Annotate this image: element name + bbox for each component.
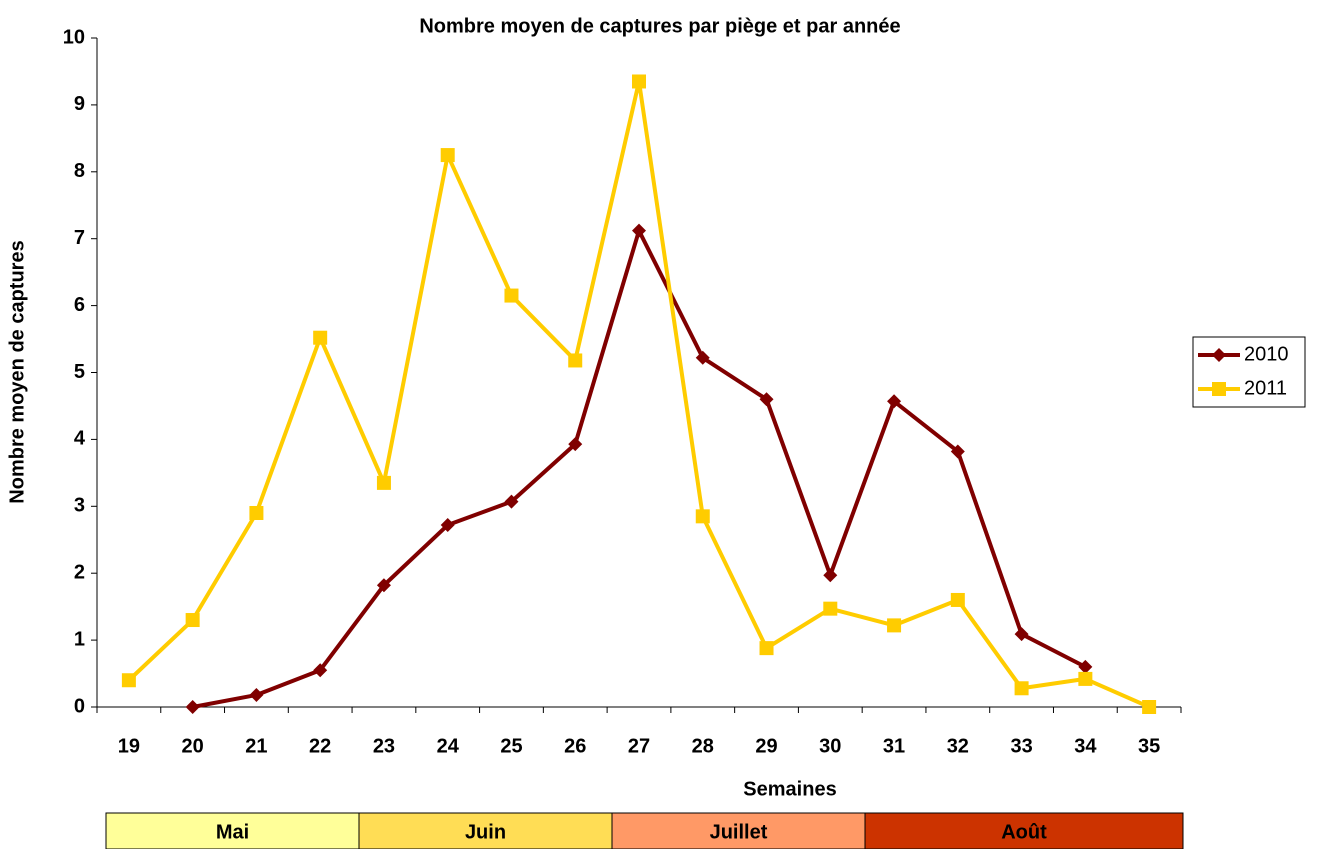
point [759, 392, 774, 407]
series-line [127, 79, 1150, 709]
x-tick-label: 20 [182, 735, 204, 757]
point [376, 475, 391, 490]
y-tick-label: 1 [74, 628, 85, 650]
x-tick-label: 31 [883, 735, 905, 757]
month-label: Juillet [710, 821, 768, 843]
x-tick-label: 22 [309, 735, 331, 757]
point [695, 509, 710, 524]
x-tick-label: 32 [947, 735, 969, 757]
x-tick-label: 28 [692, 735, 714, 757]
point [313, 663, 328, 678]
point [887, 394, 902, 409]
legend-marker [1212, 382, 1226, 396]
point [185, 613, 200, 628]
y-tick-label: 3 [74, 495, 85, 517]
point [249, 687, 264, 702]
point [632, 223, 646, 238]
point [1014, 627, 1029, 642]
y-tick-label: 6 [74, 294, 85, 316]
y-tick-label: 8 [74, 160, 85, 182]
x-tick-label: 23 [373, 735, 395, 757]
month-cell [864, 812, 1184, 849]
month-cell [358, 812, 613, 849]
point [1078, 659, 1093, 674]
y-tick-label: 4 [74, 428, 86, 450]
point [887, 618, 902, 633]
legend-label: 2011 [1244, 377, 1287, 399]
point [440, 148, 455, 163]
point [504, 288, 519, 303]
x-tick-label: 21 [245, 735, 267, 757]
point [568, 353, 583, 368]
point [504, 494, 519, 509]
series-line [192, 228, 1087, 709]
x-tick-label: 25 [500, 735, 522, 757]
x-tick-label: 26 [564, 735, 586, 757]
chart-title: Nombre moyen de captures par piège et pa… [419, 15, 900, 37]
point [568, 437, 583, 452]
point [950, 592, 965, 607]
x-tick-label: 35 [1138, 735, 1160, 757]
x-tick-label: 24 [437, 735, 460, 757]
point [249, 505, 264, 520]
month-cell [611, 812, 866, 849]
x-tick-label: 19 [118, 735, 140, 757]
x-axis-label: Semaines [743, 778, 836, 800]
point [1014, 681, 1029, 696]
legend-box [1192, 336, 1306, 408]
legend-label: 2010 [1244, 343, 1289, 365]
point [440, 518, 455, 533]
legend-marker [1212, 348, 1226, 362]
point [950, 444, 965, 459]
y-tick-label: 9 [74, 93, 85, 115]
point [185, 700, 200, 714]
x-tick-label: 33 [1010, 735, 1032, 757]
month-label: Juin [465, 821, 506, 843]
point [823, 568, 838, 583]
y-tick-label: 5 [74, 361, 85, 383]
x-tick-label: 29 [755, 735, 777, 757]
x-tick-label: 34 [1074, 735, 1097, 757]
point [632, 74, 646, 89]
point [121, 673, 136, 688]
y-tick-label: 0 [74, 695, 85, 717]
point [1142, 700, 1157, 714]
point [695, 350, 710, 365]
x-tick-label: 27 [628, 735, 650, 757]
x-tick-label: 30 [819, 735, 841, 757]
y-tick-label: 7 [74, 227, 85, 249]
point [313, 330, 328, 345]
point [376, 578, 391, 593]
point [1078, 671, 1093, 686]
y-tick-label: 10 [63, 26, 85, 48]
point [759, 641, 774, 656]
y-tick-label: 2 [74, 561, 85, 583]
point [823, 601, 838, 616]
month-label: Mai [216, 821, 249, 843]
y-axis-label: Nombre moyen de captures [6, 240, 28, 503]
month-label: Août [1001, 821, 1047, 843]
